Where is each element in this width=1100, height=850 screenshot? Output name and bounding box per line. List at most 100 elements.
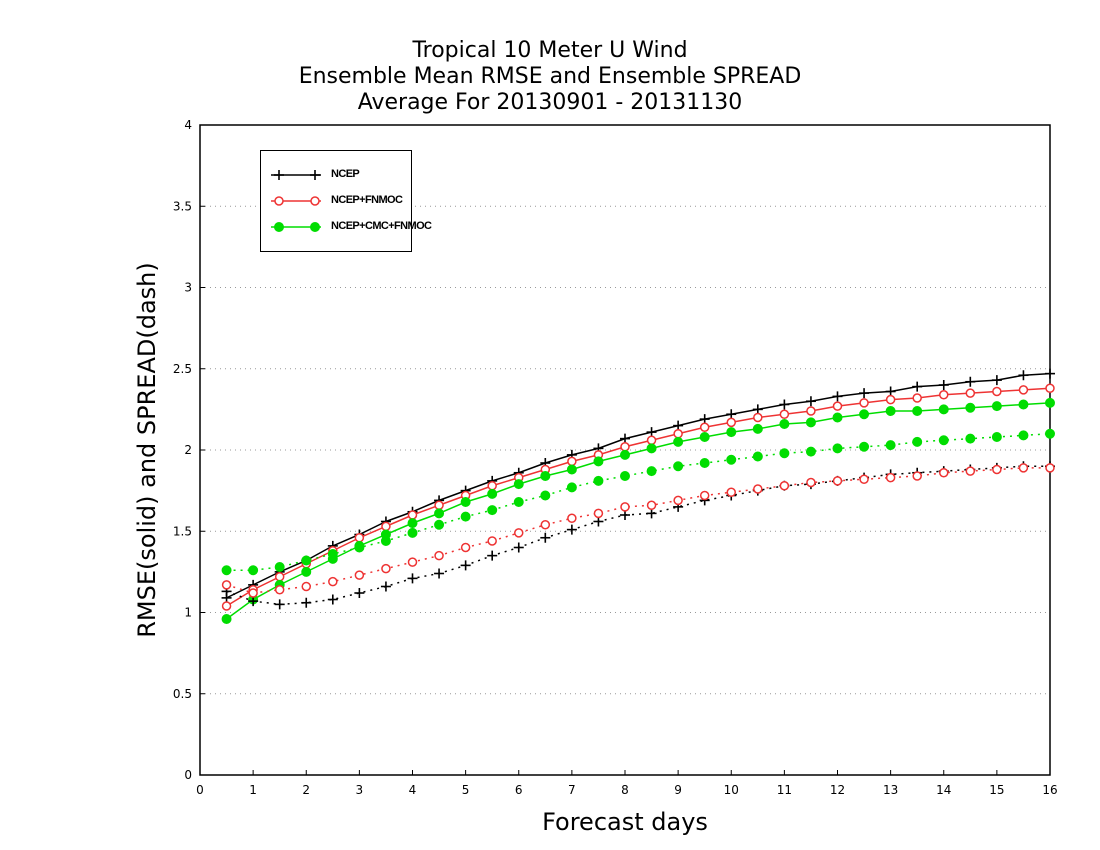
x-tick-label: 0	[196, 783, 204, 797]
point-ncep-cmc-fnmoc-spread-3	[301, 555, 312, 566]
point-ncep-cmc-fnmoc-rmse-7	[407, 518, 418, 529]
point-ncep-spread-10	[487, 550, 498, 561]
x-tick-label: 16	[1042, 783, 1057, 797]
y-tick-label: 2	[184, 443, 192, 457]
point-ncep-fnmoc-rmse-23	[832, 401, 843, 411]
point-ncep-fnmoc-spread-8	[434, 550, 444, 561]
x-tick-label: 1	[249, 783, 257, 797]
point-ncep-cmc-fnmoc-rmse-27	[938, 404, 949, 415]
x-tick-label: 13	[883, 783, 898, 797]
point-ncep-fnmoc-spread-21	[779, 481, 790, 491]
point-ncep-fnmoc-spread-16	[646, 500, 657, 510]
legend-marker-right	[310, 170, 320, 180]
point-ncep-cmc-fnmoc-rmse-15	[620, 449, 630, 460]
point-ncep-fnmoc-spread-7	[407, 557, 418, 567]
point-ncep-cmc-fnmoc-rmse-8	[434, 508, 445, 519]
point-ncep-rmse-29	[991, 375, 1002, 386]
point-ncep-fnmoc-spread-0	[221, 580, 232, 590]
point-ncep-spread-4	[327, 594, 338, 605]
point-ncep-fnmoc-spread-24	[859, 474, 869, 484]
chart-title-line-2: Ensemble Mean RMSE and Ensemble SPREAD	[298, 64, 802, 89]
point-ncep-fnmoc-spread-15	[620, 502, 630, 512]
point-ncep-cmc-fnmoc-rmse-11	[513, 479, 524, 490]
series-ncep-fnmoc-rmse	[221, 383, 1055, 611]
point-ncep-cmc-fnmoc-rmse-29	[991, 401, 1002, 412]
point-ncep-spread-8	[434, 568, 445, 579]
point-ncep-rmse-15	[620, 433, 630, 444]
point-ncep-cmc-fnmoc-spread-11	[513, 497, 524, 507]
point-ncep-fnmoc-rmse-22	[806, 406, 816, 416]
point-ncep-spread-9	[460, 560, 471, 571]
x-tick-label: 3	[356, 783, 364, 797]
series-line-ncep-fnmoc-rmse	[226, 387, 1051, 607]
point-ncep-cmc-fnmoc-rmse-12	[540, 471, 551, 481]
point-ncep-cmc-fnmoc-spread-5	[354, 542, 365, 553]
point-ncep-cmc-fnmoc-spread-0	[221, 565, 232, 576]
point-ncep-rmse-20	[752, 404, 763, 415]
point-ncep-fnmoc-rmse-5	[354, 533, 365, 543]
point-ncep-cmc-fnmoc-spread-8	[434, 519, 445, 530]
point-ncep-cmc-fnmoc-rmse-16	[646, 443, 657, 454]
point-ncep-cmc-fnmoc-spread-7	[407, 527, 418, 538]
x-tick-label: 15	[989, 783, 1004, 797]
point-ncep-rmse-27	[938, 380, 949, 390]
point-ncep-fnmoc-spread-23	[832, 476, 843, 486]
x-tick-label: 7	[568, 783, 576, 797]
point-ncep-fnmoc-rmse-21	[779, 409, 790, 419]
legend-entry-ncep-cmc-fnmoc: NCEP+CMC+FNMOC	[269, 217, 432, 237]
y-tick-label: 4	[184, 118, 192, 132]
point-ncep-cmc-fnmoc-spread-13	[566, 482, 577, 493]
point-ncep-fnmoc-rmse-16	[646, 435, 657, 445]
point-ncep-cmc-fnmoc-spread-26	[912, 436, 923, 447]
series-ncep-fnmoc-spread	[221, 463, 1055, 598]
point-ncep-spread-5	[354, 588, 365, 598]
point-ncep-fnmoc-rmse-29	[992, 386, 1002, 397]
series-line-ncep-rmse	[226, 372, 1051, 599]
point-ncep-cmc-fnmoc-spread-31	[1045, 428, 1055, 439]
legend-label-ncep: NCEP	[331, 168, 360, 180]
y-tick-label: 2.5	[173, 362, 192, 376]
point-ncep-spread-16	[646, 508, 657, 519]
point-ncep-cmc-fnmoc-spread-23	[832, 443, 843, 454]
point-ncep-cmc-fnmoc-rmse-23	[832, 412, 843, 423]
point-ncep-cmc-fnmoc-spread-6	[380, 536, 391, 546]
point-ncep-fnmoc-rmse-24	[859, 398, 869, 408]
point-ncep-cmc-fnmoc-spread-16	[646, 466, 657, 477]
point-ncep-fnmoc-spread-13	[567, 513, 577, 523]
point-ncep-cmc-fnmoc-spread-15	[620, 471, 630, 481]
legend-marker-right	[310, 196, 320, 206]
point-ncep-cmc-fnmoc-rmse-25	[885, 406, 896, 416]
point-ncep-fnmoc-spread-30	[1018, 463, 1029, 473]
point-ncep-cmc-fnmoc-spread-21	[779, 448, 790, 459]
x-tick-label: 12	[830, 783, 845, 797]
chart-legend: NCEP NCEP+FNMOC NCEP+CMC+FNMOC	[260, 150, 432, 252]
point-ncep-cmc-fnmoc-rmse-10	[487, 488, 498, 499]
x-tick-label: 5	[462, 783, 470, 797]
point-ncep-spread-15	[620, 510, 630, 520]
point-ncep-fnmoc-rmse-15	[620, 442, 630, 452]
point-ncep-fnmoc-rmse-0	[221, 601, 232, 611]
series-group	[221, 368, 1055, 624]
y-tick-label: 3	[184, 281, 192, 295]
point-ncep-fnmoc-spread-3	[301, 581, 311, 592]
series-ncep-cmc-fnmoc-spread	[221, 428, 1055, 576]
point-ncep-cmc-fnmoc-rmse-19	[726, 427, 737, 438]
point-ncep-cmc-fnmoc-spread-1	[248, 565, 259, 576]
point-ncep-cmc-fnmoc-spread-22	[805, 446, 816, 457]
point-ncep-cmc-fnmoc-spread-17	[673, 461, 684, 472]
point-ncep-rmse-18	[699, 414, 710, 425]
point-ncep-cmc-fnmoc-rmse-18	[699, 432, 710, 442]
point-ncep-fnmoc-rmse-2	[274, 572, 285, 582]
chart-title-line-1: Tropical 10 Meter U Wind	[412, 38, 688, 63]
point-ncep-spread-1	[248, 596, 259, 607]
point-ncep-fnmoc-rmse-18	[699, 422, 710, 432]
point-ncep-rmse-22	[805, 396, 816, 407]
point-ncep-fnmoc-spread-14	[593, 508, 604, 519]
point-ncep-fnmoc-rmse-17	[673, 429, 683, 439]
point-ncep-fnmoc-spread-27	[939, 468, 949, 478]
series-ncep-spread	[221, 461, 1055, 610]
point-ncep-rmse-19	[726, 409, 737, 420]
point-ncep-fnmoc-spread-19	[726, 487, 736, 497]
point-ncep-rmse-28	[965, 376, 976, 387]
point-ncep-cmc-fnmoc-spread-18	[699, 458, 710, 468]
